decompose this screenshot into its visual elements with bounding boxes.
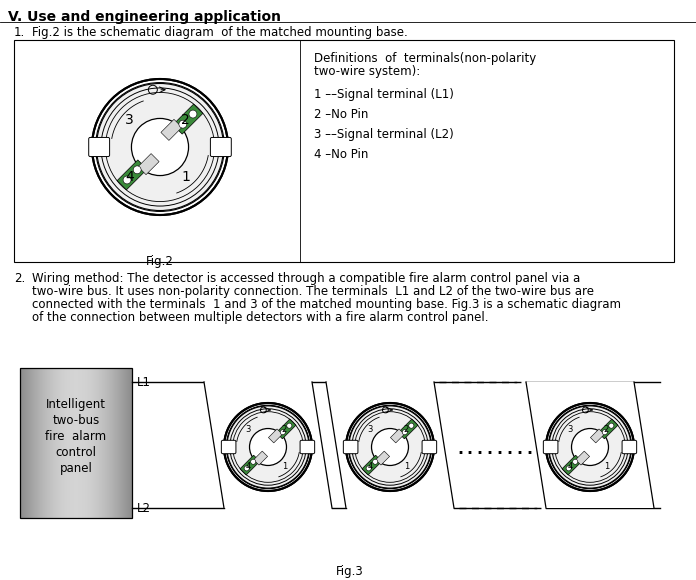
FancyBboxPatch shape [398, 419, 418, 439]
Bar [14, 40, 674, 262]
Text: 2: 2 [181, 113, 190, 127]
Text: 4: 4 [125, 171, 134, 184]
FancyBboxPatch shape [240, 455, 260, 475]
Text: fire  alarm: fire alarm [45, 430, 106, 443]
FancyBboxPatch shape [269, 429, 283, 443]
Text: Fig.2: Fig.2 [146, 255, 174, 268]
Text: Fig.3: Fig.3 [336, 565, 364, 578]
Circle shape [280, 430, 285, 435]
Circle shape [226, 405, 310, 489]
Text: of the connection between multiple detectors with a fire alarm control panel.: of the connection between multiple detec… [32, 311, 489, 324]
FancyBboxPatch shape [161, 119, 182, 140]
FancyBboxPatch shape [300, 440, 315, 454]
Text: 3: 3 [568, 425, 573, 434]
FancyBboxPatch shape [544, 440, 558, 454]
Text: control: control [56, 446, 97, 459]
Circle shape [132, 118, 189, 176]
Circle shape [372, 459, 378, 465]
Text: 4 –No Pin: 4 –No Pin [314, 148, 368, 161]
Text: panel: panel [60, 462, 93, 475]
FancyBboxPatch shape [138, 154, 159, 175]
Text: 3 ––Signal terminal (L2): 3 ––Signal terminal (L2) [314, 128, 454, 141]
Circle shape [402, 430, 407, 435]
Circle shape [189, 110, 197, 118]
FancyBboxPatch shape [343, 440, 358, 454]
Polygon shape [326, 382, 454, 508]
Text: 1 ––Signal terminal (L1): 1 ––Signal terminal (L1) [314, 88, 454, 101]
Text: 3: 3 [246, 425, 251, 434]
Circle shape [347, 404, 433, 490]
Text: 1: 1 [604, 462, 609, 471]
FancyBboxPatch shape [88, 137, 109, 157]
Circle shape [133, 166, 141, 174]
Circle shape [244, 466, 249, 471]
Text: 4: 4 [568, 462, 573, 471]
Circle shape [409, 423, 414, 428]
Text: 2: 2 [604, 425, 609, 434]
Text: 2 –No Pin: 2 –No Pin [314, 108, 368, 121]
Circle shape [548, 405, 632, 489]
Text: 3: 3 [367, 425, 373, 434]
Circle shape [372, 429, 409, 466]
Circle shape [573, 459, 578, 465]
Polygon shape [204, 382, 332, 508]
Text: V. Use and engineering application: V. Use and engineering application [8, 10, 281, 24]
Circle shape [366, 466, 371, 471]
Circle shape [226, 404, 311, 490]
Circle shape [95, 82, 224, 212]
FancyBboxPatch shape [253, 451, 267, 465]
Text: Fig.2 is the schematic diagram  of the matched mounting base.: Fig.2 is the schematic diagram of the ma… [32, 26, 408, 39]
Text: two-wire bus. It uses non-polarity connection. The terminals  L1 and L2 of the t: two-wire bus. It uses non-polarity conne… [32, 285, 594, 298]
Circle shape [250, 429, 287, 466]
Text: 1: 1 [282, 462, 287, 471]
Circle shape [571, 429, 608, 466]
Text: 1: 1 [404, 462, 409, 471]
Circle shape [566, 466, 571, 471]
Text: two-bus: two-bus [52, 414, 100, 427]
FancyBboxPatch shape [376, 451, 390, 465]
FancyBboxPatch shape [622, 440, 637, 454]
Text: ........: ........ [455, 440, 535, 458]
Circle shape [348, 405, 432, 489]
FancyBboxPatch shape [221, 440, 236, 454]
Text: 3: 3 [125, 113, 134, 127]
FancyBboxPatch shape [390, 429, 404, 443]
FancyBboxPatch shape [276, 419, 296, 439]
Circle shape [123, 176, 131, 184]
Text: 2: 2 [282, 425, 287, 434]
FancyBboxPatch shape [576, 451, 590, 465]
FancyBboxPatch shape [173, 104, 203, 134]
FancyBboxPatch shape [422, 440, 436, 454]
Polygon shape [526, 382, 654, 508]
Text: 4: 4 [246, 462, 251, 471]
Text: 2.: 2. [14, 272, 25, 285]
Text: L2: L2 [137, 502, 151, 514]
Circle shape [547, 404, 633, 490]
Text: connected with the terminals  1 and 3 of the matched mounting base. Fig.3 is a s: connected with the terminals 1 and 3 of … [32, 298, 621, 311]
Text: L1: L1 [137, 375, 151, 389]
Text: Definitions  of  terminals(non-polarity: Definitions of terminals(non-polarity [314, 52, 536, 65]
Text: two-wire system):: two-wire system): [314, 65, 420, 78]
Circle shape [251, 459, 255, 465]
FancyBboxPatch shape [117, 160, 147, 190]
FancyBboxPatch shape [562, 455, 582, 475]
Circle shape [609, 423, 614, 428]
Text: 2: 2 [404, 425, 409, 434]
Circle shape [287, 423, 292, 428]
FancyBboxPatch shape [598, 419, 618, 439]
FancyBboxPatch shape [590, 429, 604, 443]
Bar [20, 368, 132, 518]
Text: 1: 1 [181, 171, 190, 184]
Text: 4: 4 [367, 462, 373, 471]
Circle shape [602, 430, 608, 435]
Text: Intelligent: Intelligent [46, 398, 106, 411]
FancyBboxPatch shape [362, 455, 382, 475]
Circle shape [179, 120, 187, 128]
FancyBboxPatch shape [210, 137, 231, 157]
Text: Wiring method: The detector is accessed through a compatible fire alarm control : Wiring method: The detector is accessed … [32, 272, 580, 285]
Circle shape [94, 81, 226, 213]
Text: 1.: 1. [14, 26, 25, 39]
